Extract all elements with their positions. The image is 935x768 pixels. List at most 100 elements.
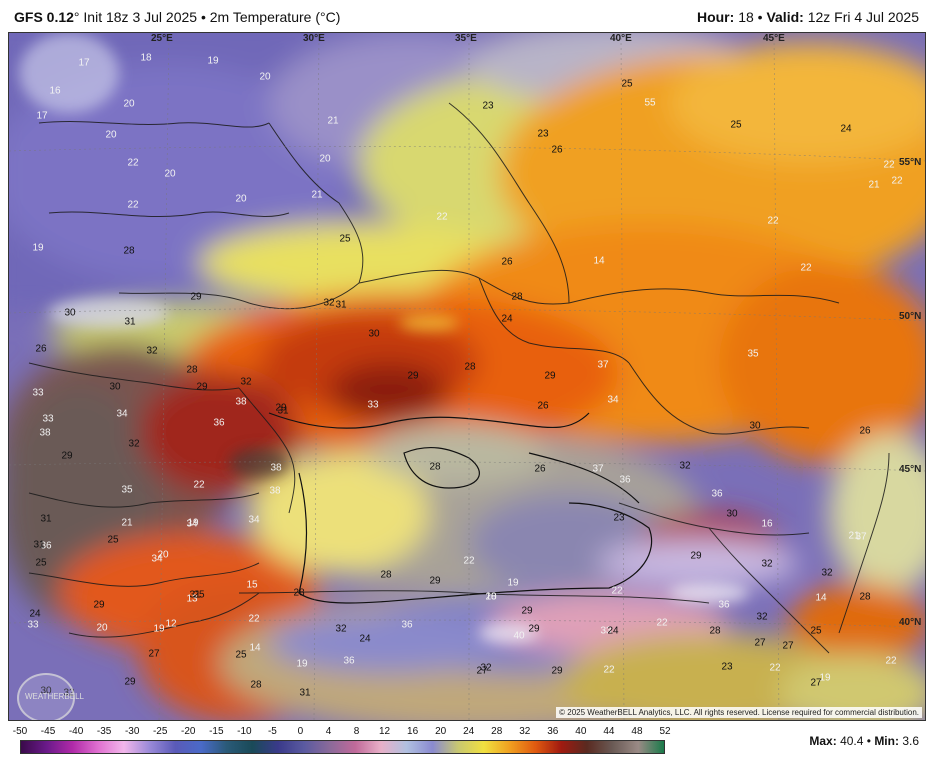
temperature-value-label: 22 <box>436 211 448 223</box>
temperature-value-label: 24 <box>359 633 371 645</box>
temperature-value-label: 26 <box>859 425 871 437</box>
scale-tick-label: -20 <box>181 726 196 737</box>
temperature-value-label: 32 <box>480 662 492 674</box>
temperature-value-label: 25 <box>193 589 205 601</box>
temperature-value-label: 38 <box>270 462 282 474</box>
temperature-value-label: 26 <box>534 463 546 475</box>
temperature-value-label: 38 <box>39 427 51 439</box>
temperature-value-label: 32 <box>761 558 773 570</box>
bullet-separator: • <box>200 9 206 25</box>
maxmin-separator: • <box>866 734 871 748</box>
temperature-value-label: 14 <box>815 592 827 604</box>
temperature-value-label: 29 <box>544 370 556 382</box>
temperature-value-label: 28 <box>464 361 476 373</box>
temperature-value-label: 22 <box>611 585 623 597</box>
temperature-value-label: 55 <box>644 97 656 109</box>
scale-tick-label: 12 <box>379 726 391 737</box>
temperature-value-label: 33 <box>32 387 44 399</box>
temperature-value-label: 15 <box>246 579 258 591</box>
temperature-value-label: 19 <box>187 517 199 529</box>
scale-tick-label: 40 <box>575 726 587 737</box>
scale-tick-label: 44 <box>603 726 615 737</box>
temperature-value-label: 33 <box>42 413 54 425</box>
temperature-value-label: 23 <box>537 128 549 140</box>
temperature-field <box>9 33 925 720</box>
temperature-value-label: 38 <box>269 485 281 497</box>
lat-label-50n: 50°N <box>899 311 922 322</box>
temperature-value-label: 17 <box>78 57 90 69</box>
temperature-value-label: 28 <box>380 569 392 581</box>
temperature-value-label: 21 <box>848 530 860 542</box>
temperature-value-label: 20 <box>259 71 271 83</box>
temperature-value-label: 28 <box>123 245 135 257</box>
temperature-value-label: 32 <box>323 297 335 309</box>
lon-label-35e: 35°E <box>455 33 477 44</box>
temperature-value-label: 31 <box>33 539 45 551</box>
temperature-value-label: 24 <box>840 123 852 135</box>
temperature-value-label: 29 <box>190 291 202 303</box>
max-min-readout: Max: 40.4 • Min: 3.6 <box>809 734 919 748</box>
temperature-value-label: 21 <box>311 189 323 201</box>
temperature-value-label: 32 <box>240 376 252 388</box>
temperature-value-label: 29 <box>528 623 540 635</box>
temperature-value-label: 32 <box>146 345 158 357</box>
temperature-value-label: 19 <box>819 672 831 684</box>
temperature-value-label: 25 <box>107 534 119 546</box>
temperature-value-label: 20 <box>105 129 117 141</box>
scale-tick-label: -50 <box>12 726 28 737</box>
header-valid-time: Hour: 18 • Valid: 12z Fri 4 Jul 2025 <box>697 9 919 25</box>
scale-tick-label: 36 <box>547 726 559 737</box>
temperature-value-label: 22 <box>603 664 615 676</box>
temperature-value-label: 29 <box>196 381 208 393</box>
temperature-value-label: 21 <box>121 517 133 529</box>
temperature-value-label: 13 <box>186 593 198 605</box>
temperature-value-label: 27 <box>754 637 766 649</box>
temperature-value-label: 20 <box>485 591 497 603</box>
hour-value: 18 <box>738 9 754 25</box>
temperature-value-label: 28 <box>186 364 198 376</box>
temperature-value-label: 22 <box>193 479 205 491</box>
temperature-value-label: 14 <box>249 642 261 654</box>
temperature-value-label: 30 <box>726 508 738 520</box>
temperature-value-label: 31 <box>335 299 347 311</box>
temperature-value-label: 40 <box>513 630 525 642</box>
scale-tick-label: 32 <box>519 726 531 737</box>
temperature-value-label: 32 <box>335 623 347 635</box>
temperature-value-label: 32 <box>128 438 140 450</box>
temperature-value-label: 34 <box>186 518 198 530</box>
temperature-value-label: 26 <box>537 400 549 412</box>
temperature-value-label: 26 <box>551 144 563 156</box>
temperature-value-label: 37 <box>592 463 604 475</box>
degree-mark: ° <box>73 9 80 25</box>
temperature-value-label: 37 <box>597 359 609 371</box>
temperature-value-label: 36 <box>711 488 723 500</box>
scale-tick-label: -45 <box>40 726 56 737</box>
temperature-value-label: 24 <box>607 625 619 637</box>
temperature-value-label: 27 <box>476 665 488 677</box>
scale-tick-label: -5 <box>267 726 277 737</box>
temperature-value-label: 29 <box>429 575 441 587</box>
temperature-value-label: 19 <box>507 577 519 589</box>
field-name: 2m Temperature (°C) <box>209 9 341 25</box>
temperature-value-label: 30 <box>64 307 76 319</box>
temperature-value-label: 29 <box>551 665 563 677</box>
scale-tick-label: -30 <box>124 726 140 737</box>
temperature-value-label: 36 <box>213 417 225 429</box>
lon-label-25e: 25°E <box>151 33 173 44</box>
color-scale-legend: -50 -45 -40 -35 -30 -25 -20 -15 -10 -5 0 4 8 12 16 20 24… <box>13 726 671 766</box>
temperature-value-label: 14 <box>593 255 605 267</box>
temperature-value-label: 20 <box>164 168 176 180</box>
lon-label-40e: 40°E <box>610 33 632 44</box>
temperature-value-label: 37 <box>855 531 867 543</box>
temperature-value-label: 28 <box>709 625 721 637</box>
temperature-value-label: 26 <box>35 343 47 355</box>
temperature-value-label: 28 <box>293 587 305 599</box>
temperature-value-label: 34 <box>248 514 260 526</box>
temperature-value-label: 36 <box>343 655 355 667</box>
temperature-value-label: 29 <box>521 605 533 617</box>
temperature-value-label: 20 <box>123 98 135 110</box>
temperature-value-label: 36 <box>40 540 52 552</box>
temperature-value-label: 34 <box>116 408 128 420</box>
temperature-value-label: 35 <box>747 348 759 360</box>
temperature-value-label: 31 <box>40 513 52 525</box>
